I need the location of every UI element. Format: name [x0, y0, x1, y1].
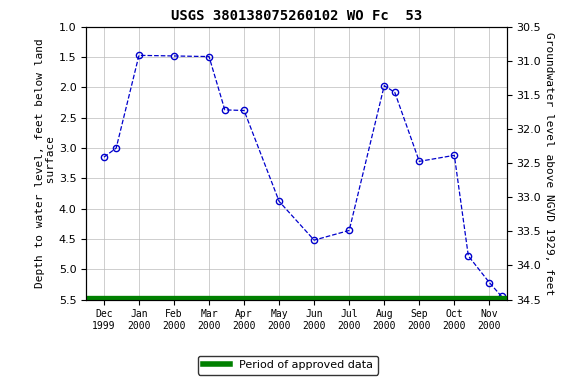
Title: USGS 380138075260102 WO Fc  53: USGS 380138075260102 WO Fc 53 [171, 9, 422, 23]
Y-axis label: Groundwater level above NGVD 1929, feet: Groundwater level above NGVD 1929, feet [544, 31, 554, 295]
Legend: Period of approved data: Period of approved data [198, 356, 378, 375]
Y-axis label: Depth to water level, feet below land
 surface: Depth to water level, feet below land su… [35, 38, 56, 288]
